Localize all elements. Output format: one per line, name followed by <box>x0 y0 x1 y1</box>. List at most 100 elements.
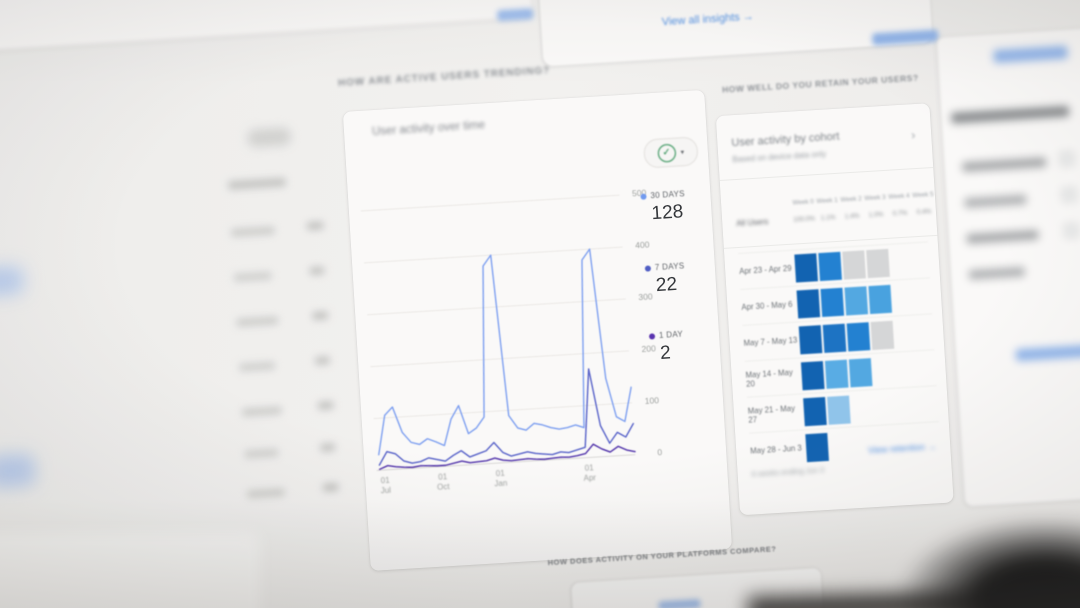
cohort-cell <box>805 432 829 462</box>
x-tick-label: 01 Jan <box>494 468 508 489</box>
legend-value: 22 <box>655 273 678 297</box>
legend-item-30-days[interactable]: 30 DAYS 128 <box>640 188 708 226</box>
legend-item-7-days[interactable]: 7 DAYS 22 <box>644 260 713 298</box>
blurred-list-value <box>322 482 339 492</box>
x-tick-label: 01 Apr <box>583 463 597 483</box>
cohort-row-label: May 21 - May 27 <box>747 403 796 425</box>
x-tick-label: 01 Jul <box>380 475 392 496</box>
blurred-blue-blob <box>0 265 25 297</box>
series-line-1-day <box>378 443 636 471</box>
arrow-right-icon: → <box>742 10 755 24</box>
blurred-blue-blob <box>0 453 37 489</box>
blurred-checkbox[interactable] <box>1059 151 1075 167</box>
cohort-cell-empty <box>875 392 899 421</box>
cohort-cell-empty <box>914 245 938 274</box>
legend-dot-30-days <box>640 193 647 200</box>
blurred-icon-pair[interactable] <box>246 127 292 148</box>
card-action-icon[interactable]: › <box>910 128 916 143</box>
legend-value: 2 <box>659 342 672 364</box>
all-users-value: 0.7% <box>892 209 908 218</box>
cohort-cell <box>803 396 827 426</box>
activity-card-title: User activity over time <box>371 119 486 139</box>
legend-dot-7-days <box>644 264 652 272</box>
cohort-all-users-row: All Users 100.0% 1.1% 1.4% 1.0% 0.7% 0.4% <box>736 207 931 229</box>
insight-status-control[interactable]: ✓ ▾ <box>643 136 699 169</box>
blurred-list-label <box>241 406 283 417</box>
legend-dot-1-day <box>648 332 656 340</box>
x-tick-label: 01 Oct <box>436 472 450 492</box>
gridline <box>364 246 623 264</box>
cohort-row-label: Apr 23 - Apr 29 <box>738 263 792 276</box>
week-header: Week 5 <box>912 190 934 200</box>
all-users-value: 1.4% <box>844 212 860 221</box>
blurred-list-value <box>320 442 336 452</box>
blurred-list-value <box>306 221 324 231</box>
week-header: Week 1 <box>816 196 838 206</box>
week-header: Week 3 <box>864 193 886 203</box>
blurred-list-value <box>317 401 334 410</box>
blurred-list-value <box>311 311 329 321</box>
blurred-row <box>964 194 1027 209</box>
all-users-label: All Users <box>736 217 769 229</box>
cohort-cell <box>848 357 873 387</box>
cohort-cell <box>798 324 823 354</box>
legend-item-1-day[interactable]: 1 DAY 2 <box>648 328 717 366</box>
blurred-link[interactable] <box>993 45 1068 64</box>
cohort-cell <box>866 248 890 278</box>
cohort-cell-empty <box>916 281 940 310</box>
cohort-cell-empty <box>899 391 923 420</box>
blurred-checkbox[interactable] <box>1063 223 1079 239</box>
all-users-value: 1.0% <box>868 211 884 219</box>
y-tick-label: 100 <box>644 395 660 406</box>
cohort-cell <box>824 359 849 389</box>
chart-legend: 30 DAYS 128 7 DAYS 22 1 DAY 2 <box>640 180 706 364</box>
all-users-value: 1.1% <box>820 214 836 222</box>
cohort-cell-empty <box>892 283 916 312</box>
cohort-cell <box>827 395 851 425</box>
blurred-checkbox[interactable] <box>1061 187 1077 203</box>
cohort-cell-empty <box>897 355 921 384</box>
cohort-cell <box>794 252 818 283</box>
blurred-link-top-right[interactable] <box>871 29 939 46</box>
blurred-list-header <box>227 177 287 191</box>
cohort-card: User activity by cohort Based on device … <box>715 103 954 516</box>
cohort-card-title: User activity by cohort <box>731 130 840 150</box>
blurred-list-label <box>244 448 279 459</box>
right-partial-card <box>936 24 1080 507</box>
legend-label: 30 DAYS <box>650 189 686 201</box>
cohort-cell <box>818 251 842 281</box>
cohort-cell-empty <box>895 319 919 348</box>
cohort-card-subtitle: Based on device data only <box>732 149 827 165</box>
cohort-heatmap: Apr 23 - Apr 29 Apr 30 - May 6 May 7 - May… <box>738 241 941 469</box>
caret-down-icon: ▾ <box>680 148 685 156</box>
arrow-right-icon: → <box>927 441 937 452</box>
blurred-list-value <box>314 356 331 366</box>
user-activity-line-chart <box>360 194 636 471</box>
user-activity-card: User activity over time ✓ ▾ 0 100 200 300 40… <box>342 89 733 572</box>
cohort-week-headers: Week 0 Week 1 Week 2 Week 3 Week 4 Week 5 <box>791 191 935 207</box>
cohort-cell <box>846 321 871 351</box>
blurred-top-link[interactable] <box>496 8 534 22</box>
blurred-list-label <box>238 361 276 372</box>
cohort-row-label: May 7 - May 13 <box>743 335 798 348</box>
blurred-bottom-link[interactable] <box>658 598 701 608</box>
gridline <box>373 402 633 420</box>
bottom-right-dark-corner <box>900 518 1080 608</box>
cohort-row-label: May 28 - Jun 3 <box>749 443 803 456</box>
cohort-cell <box>844 285 869 316</box>
cohort-cell-empty <box>851 394 875 423</box>
gridline <box>370 350 629 368</box>
gridline <box>376 454 636 471</box>
week-header: Week 2 <box>840 195 862 204</box>
cohort-cell <box>800 360 825 390</box>
blurred-link[interactable] <box>1015 343 1080 362</box>
blurred-list-value <box>309 266 325 276</box>
blurred-list-label <box>230 226 276 237</box>
all-users-value: 0.4% <box>916 208 932 217</box>
section-heading-active-users: HOW ARE ACTIVE USERS TRENDING? <box>337 65 551 90</box>
check-circle-icon: ✓ <box>657 143 677 163</box>
cohort-cell <box>796 288 821 318</box>
cohort-cell <box>820 287 845 317</box>
bottom-left-blur <box>0 533 260 608</box>
